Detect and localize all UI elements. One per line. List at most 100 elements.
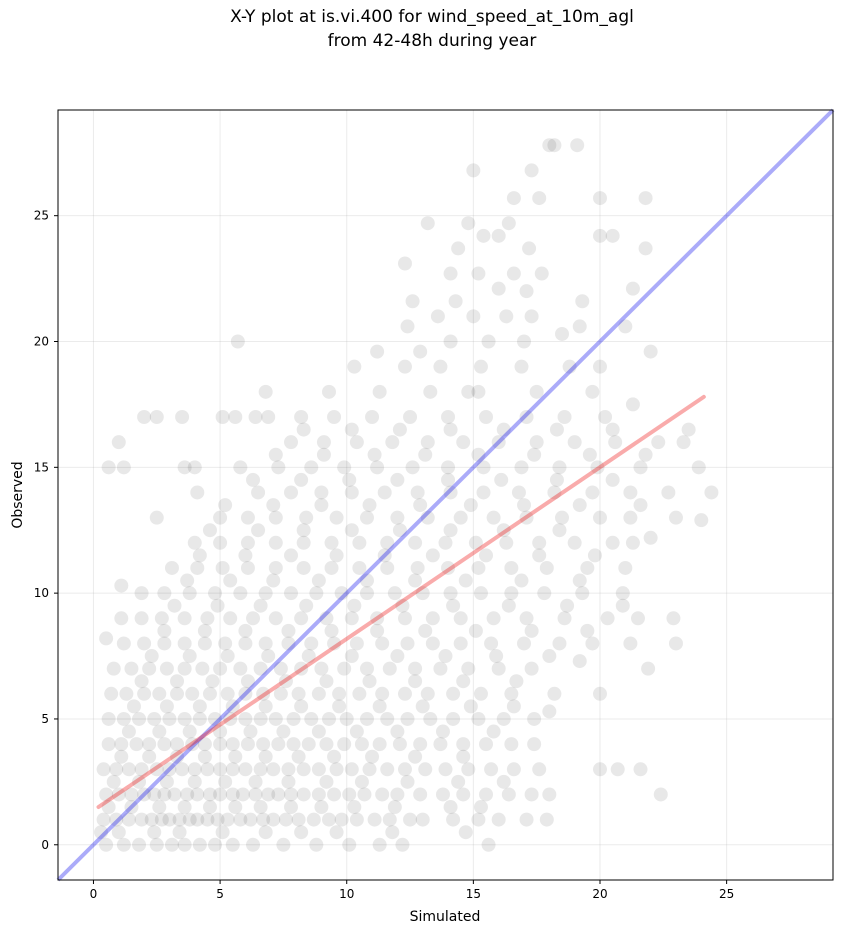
- data-point: [420, 510, 435, 525]
- data-point: [514, 573, 529, 588]
- data-point: [471, 812, 486, 827]
- data-point: [575, 294, 590, 309]
- data-point: [319, 774, 334, 789]
- data-point: [499, 535, 514, 550]
- data-point: [441, 409, 456, 424]
- data-point: [314, 498, 329, 513]
- data-point: [506, 266, 521, 281]
- data-point: [344, 523, 359, 538]
- data-point: [301, 649, 316, 664]
- data-point: [284, 787, 299, 802]
- data-point: [261, 409, 276, 424]
- data-point: [354, 774, 369, 789]
- data-point: [385, 435, 400, 450]
- data-point: [473, 359, 488, 374]
- data-point: [471, 447, 486, 462]
- data-point: [246, 611, 261, 626]
- data-point: [415, 699, 430, 714]
- data-point: [425, 548, 440, 563]
- data-point: [625, 397, 640, 412]
- data-point: [319, 737, 334, 752]
- data-point: [177, 611, 192, 626]
- data-point: [468, 623, 483, 638]
- y-axis-label: Observed: [10, 461, 26, 528]
- data-point: [238, 762, 253, 777]
- data-point: [418, 623, 433, 638]
- data-point: [471, 711, 486, 726]
- data-point: [365, 749, 380, 764]
- data-point: [124, 787, 139, 802]
- data-point: [147, 787, 162, 802]
- data-point: [162, 762, 177, 777]
- data-point: [511, 485, 526, 500]
- data-point: [99, 837, 114, 852]
- data-point: [349, 724, 364, 739]
- data-point: [552, 636, 567, 651]
- data-point: [276, 724, 291, 739]
- data-point: [519, 409, 534, 424]
- data-point: [202, 686, 217, 701]
- data-point: [157, 737, 172, 752]
- data-point: [180, 787, 195, 802]
- data-point: [339, 711, 354, 726]
- data-point: [329, 825, 344, 840]
- data-point: [352, 535, 367, 550]
- data-point: [147, 825, 162, 840]
- data-point: [529, 435, 544, 450]
- data-point: [99, 787, 114, 802]
- data-point: [332, 686, 347, 701]
- data-point: [337, 661, 352, 676]
- data-point: [592, 228, 607, 243]
- data-point: [461, 762, 476, 777]
- data-point: [359, 573, 374, 588]
- data-point: [572, 573, 587, 588]
- data-point: [397, 611, 412, 626]
- data-point: [116, 711, 131, 726]
- data-point: [296, 523, 311, 538]
- data-point: [294, 825, 309, 840]
- data-point: [286, 711, 301, 726]
- data-point: [342, 472, 357, 487]
- data-point: [116, 460, 131, 475]
- data-point: [592, 762, 607, 777]
- data-point: [119, 686, 134, 701]
- data-point: [532, 535, 547, 550]
- data-point: [192, 548, 207, 563]
- data-point: [294, 409, 309, 424]
- data-point: [400, 636, 415, 651]
- data-point: [213, 762, 228, 777]
- data-point: [286, 737, 301, 752]
- data-point: [233, 460, 248, 475]
- data-point: [347, 598, 362, 613]
- data-point: [301, 737, 316, 752]
- data-point: [491, 281, 506, 296]
- data-point: [258, 825, 273, 840]
- data-point: [342, 787, 357, 802]
- data-point: [380, 535, 395, 550]
- data-point: [266, 498, 281, 513]
- data-point: [152, 800, 167, 815]
- data-point: [344, 649, 359, 664]
- data-point: [397, 256, 412, 271]
- data-point: [180, 573, 195, 588]
- data-point: [101, 711, 116, 726]
- data-point: [218, 498, 233, 513]
- data-point: [694, 513, 709, 528]
- data-point: [296, 762, 311, 777]
- data-point: [210, 812, 225, 827]
- regression-line: [96, 394, 706, 810]
- data-point: [643, 344, 658, 359]
- data-point: [451, 241, 466, 256]
- data-point: [304, 636, 319, 651]
- data-point: [268, 535, 283, 550]
- data-point: [296, 560, 311, 575]
- data-point: [413, 737, 428, 752]
- data-point: [342, 837, 357, 852]
- data-point: [111, 787, 126, 802]
- data-point: [542, 649, 557, 664]
- data-point: [238, 686, 253, 701]
- data-point: [233, 661, 248, 676]
- data-point: [200, 611, 215, 626]
- data-point: [408, 661, 423, 676]
- data-point: [132, 774, 147, 789]
